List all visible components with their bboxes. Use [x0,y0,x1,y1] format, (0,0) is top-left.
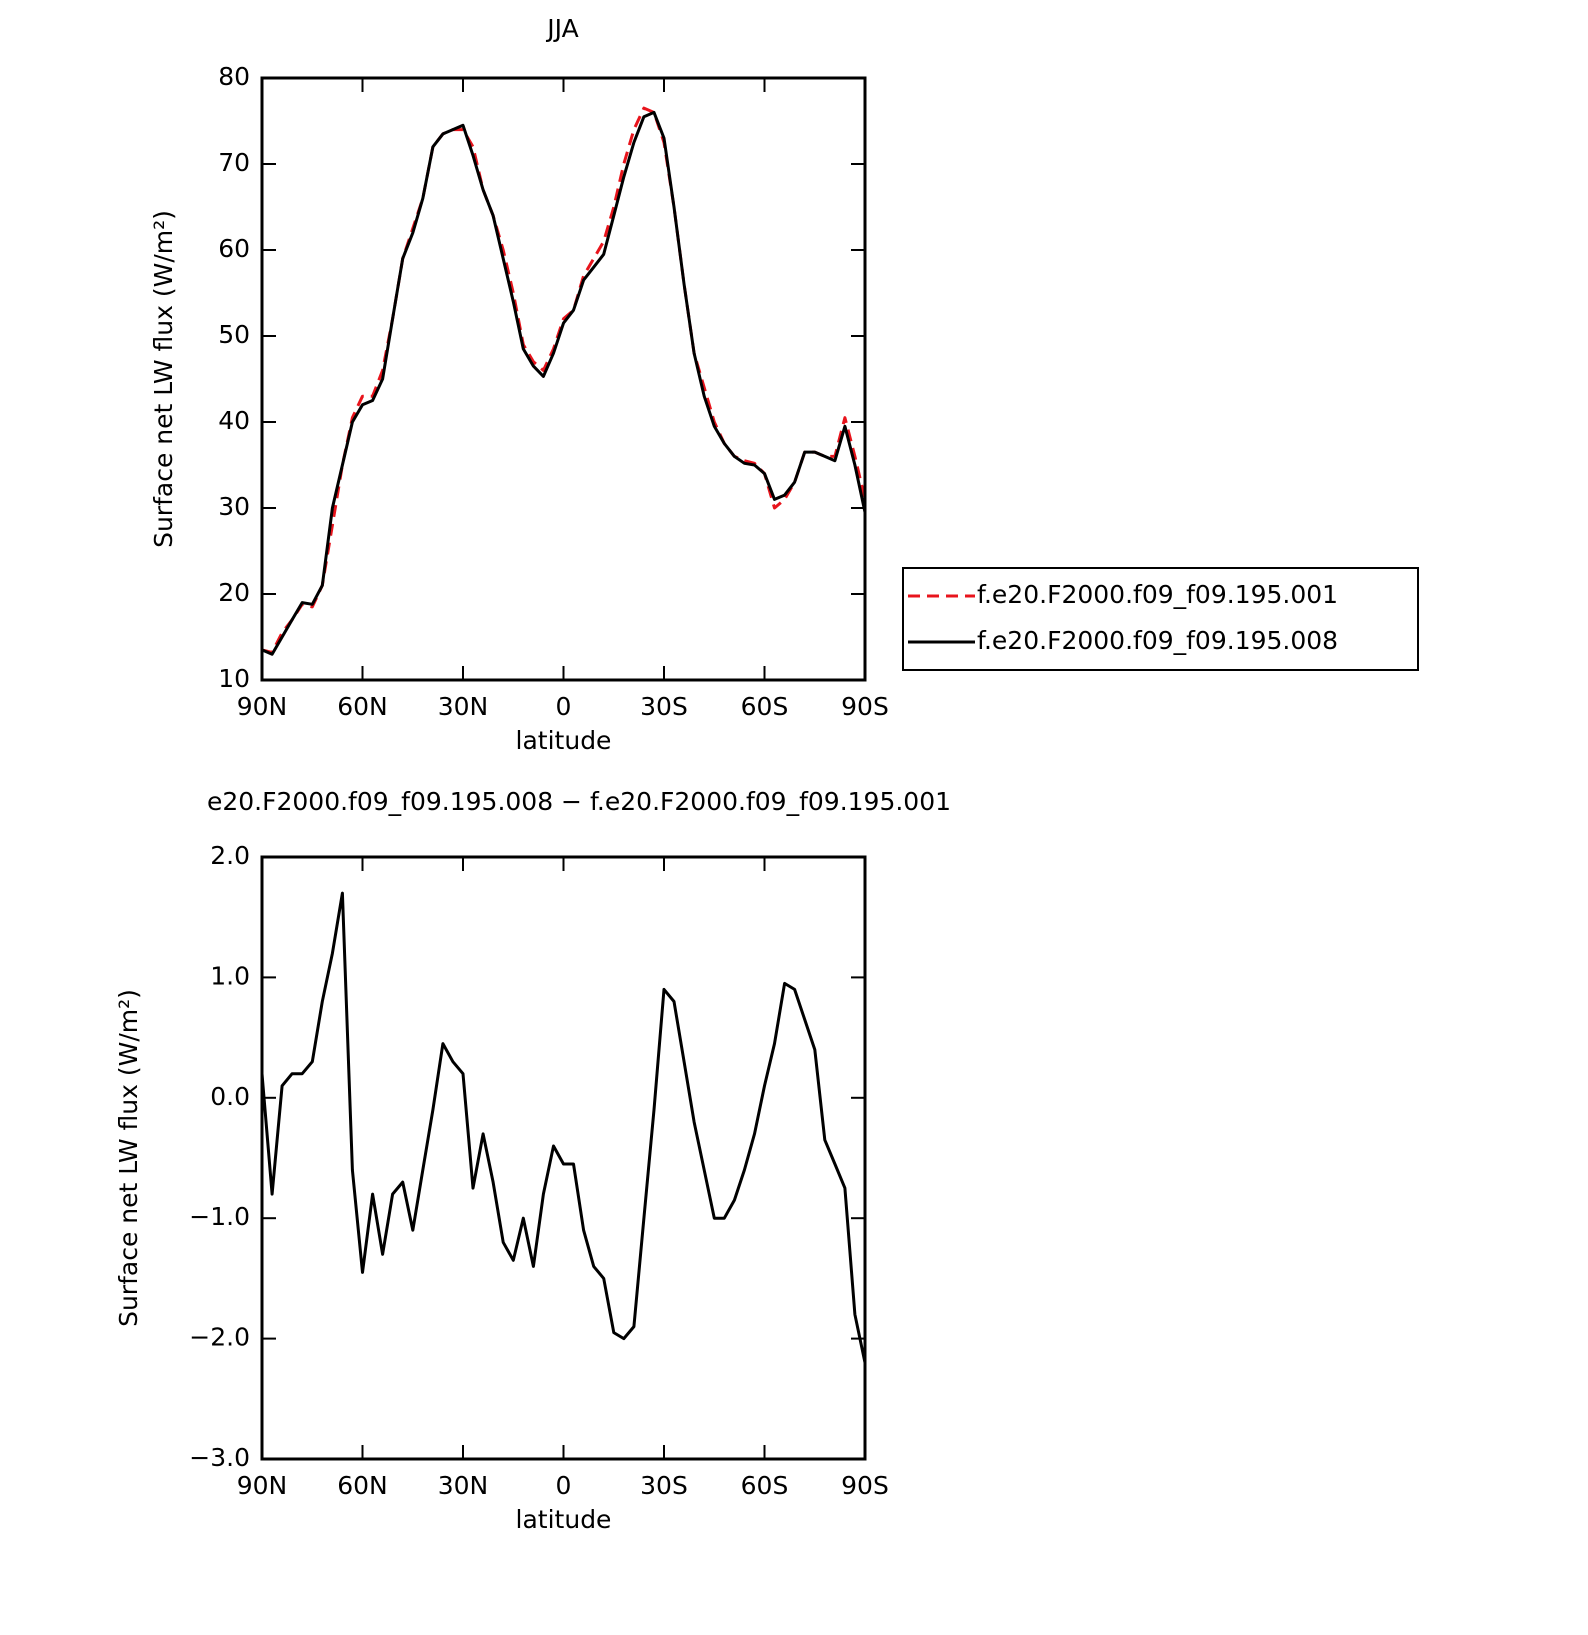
x-axis-label: latitude [516,726,612,755]
x-tick-label: 30S [640,692,688,721]
y-tick-label: 70 [218,148,250,177]
x-tick-label: 0 [556,692,572,721]
y-axis-label: Surface net LW flux (W/m²) [114,989,143,1327]
y-tick-label: −3.0 [189,1443,250,1472]
y-tick-label: 30 [218,492,250,521]
chart-title: JJA [545,14,578,43]
y-tick-label: 2.0 [210,841,250,870]
x-tick-label: 30N [438,1471,489,1500]
y-tick-label: 20 [218,578,250,607]
x-tick-label: 60N [337,1471,388,1500]
x-tick-label: 30S [640,1471,688,1500]
y-tick-label: 0.0 [210,1082,250,1111]
x-axis-label: latitude [516,1505,612,1534]
y-tick-label: −2.0 [189,1323,250,1352]
y-axis-label: Surface net LW flux (W/m²) [149,210,178,548]
y-tick-label: 50 [218,320,250,349]
y-tick-label: 10 [218,664,250,693]
y-tick-label: 1.0 [210,961,250,990]
y-tick-label: 40 [218,406,250,435]
x-tick-label: 60N [337,692,388,721]
y-tick-label: 80 [218,62,250,91]
line-series [260,891,867,1364]
line-series [261,106,867,654]
y-tick-label: 60 [218,234,250,263]
y-tick-label: −1.0 [189,1202,250,1231]
line-series [261,110,867,656]
plot-frame [260,855,867,1461]
legend-box [902,567,1419,671]
x-tick-label: 90N [237,692,288,721]
chart-title: e20.F2000.f09_f09.195.008 − f.e20.F2000.… [207,787,951,816]
legend-label: f.e20.F2000.f09_f09.195.001 [977,580,1338,609]
plot-frame [260,76,867,682]
x-tick-label: 60S [741,1471,789,1500]
legend-label: f.e20.F2000.f09_f09.195.008 [977,626,1338,655]
x-tick-label: 60S [741,692,789,721]
x-tick-label: 90S [841,1471,889,1500]
x-tick-label: 90S [841,692,889,721]
x-tick-label: 30N [438,692,489,721]
x-tick-label: 90N [237,1471,288,1500]
x-tick-label: 0 [556,1471,572,1500]
